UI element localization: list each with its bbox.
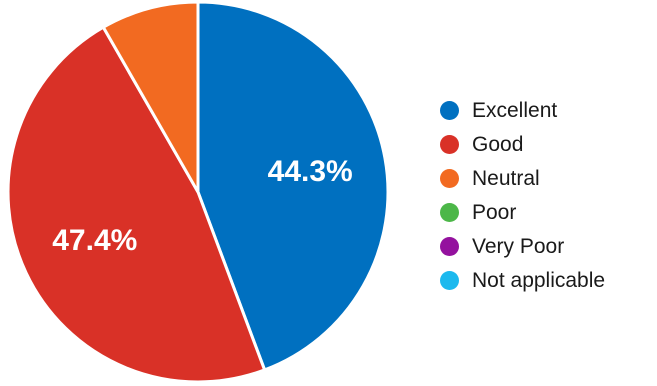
pie-slice-good <box>6 25 267 384</box>
legend-label-good: Good <box>472 132 524 156</box>
legend-swatch-neutral <box>440 169 459 188</box>
legend-label-very-poor: Very Poor <box>472 234 565 258</box>
pie-slice-excellent <box>196 0 390 372</box>
legend-item-excellent: Excellent <box>440 96 605 125</box>
data-label-excellent: 44.3% <box>268 155 353 188</box>
data-label-good: 47.4% <box>52 224 137 257</box>
legend-swatch-very-poor <box>440 237 459 256</box>
legend-swatch-excellent <box>440 101 459 120</box>
legend-label-excellent: Excellent <box>472 98 558 122</box>
legend-label-not-applicable: Not applicable <box>472 268 606 292</box>
legend-swatch-not-applicable <box>440 271 459 290</box>
chart-legend: Excellent Good Neutral Poor Very Poor Not app… <box>440 96 605 300</box>
legend-item-not-applicable: Not applicable <box>440 266 605 295</box>
legend-swatch-good <box>440 135 459 154</box>
legend-swatch-poor <box>440 203 459 222</box>
legend-label-neutral: Neutral <box>472 166 540 190</box>
legend-item-neutral: Neutral <box>440 164 605 193</box>
legend-item-poor: Poor <box>440 198 605 227</box>
pie-slice-neutral <box>101 0 200 194</box>
legend-item-very-poor: Very Poor <box>440 232 605 261</box>
legend-item-good: Good <box>440 130 605 159</box>
legend-label-poor: Poor <box>472 200 517 224</box>
